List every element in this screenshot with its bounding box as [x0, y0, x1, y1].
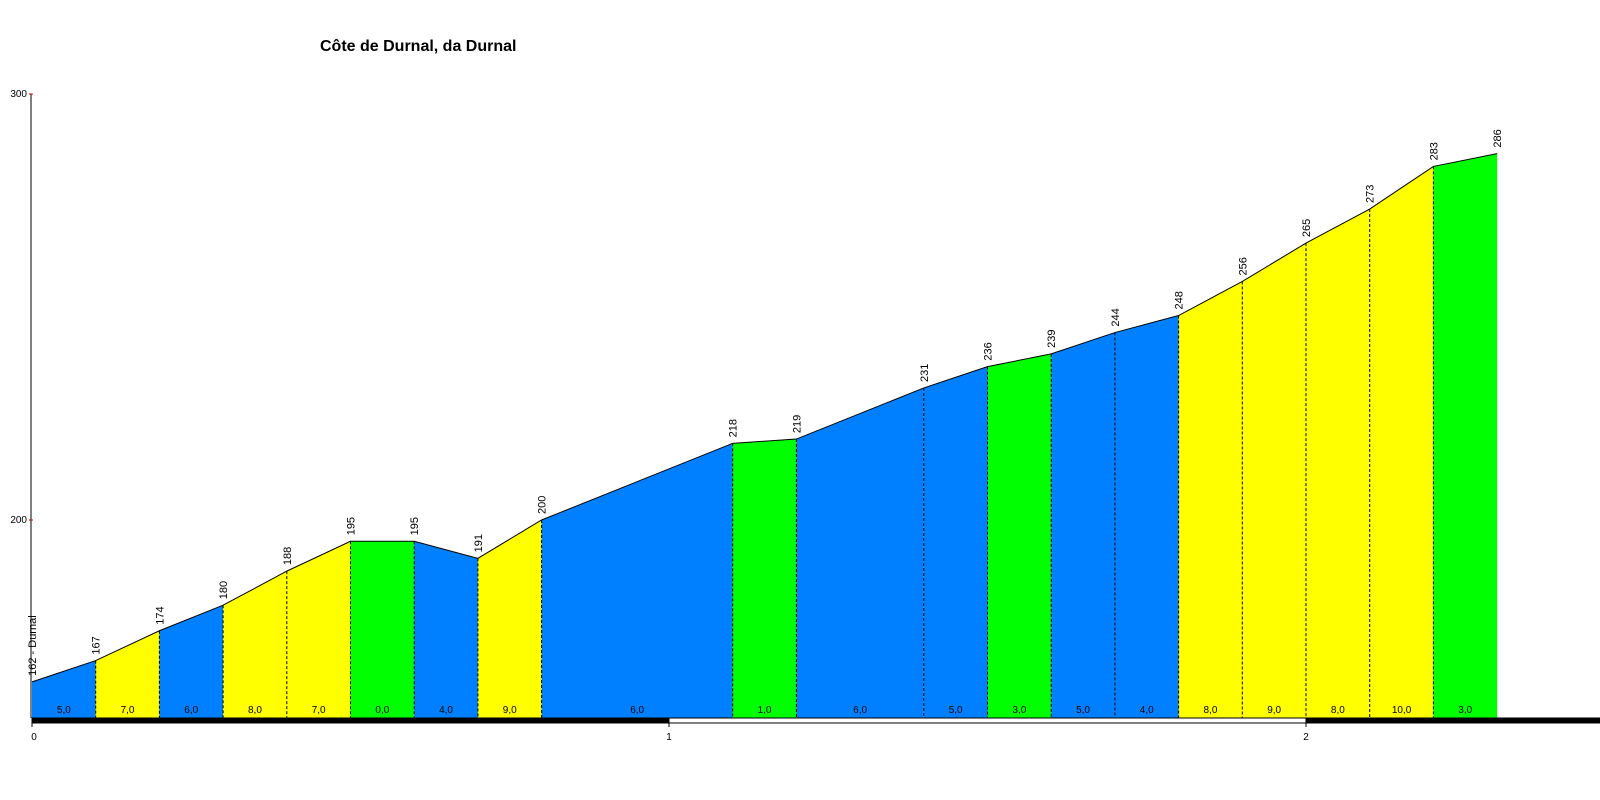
elevation-label: 248 — [1174, 291, 1186, 309]
gradient-label: 6,0 — [853, 705, 867, 716]
gradient-label: 3,0 — [1012, 705, 1026, 716]
elevation-label: 265 — [1301, 219, 1313, 237]
elevation-labels: 162 - Durnal 167 174 180 188 195 195 191 200 218 2… — [27, 129, 1504, 676]
elevation-label: 167 — [91, 636, 103, 654]
gradient-label: 6,0 — [184, 705, 198, 716]
gradient-segment — [1242, 243, 1306, 718]
elevation-label: 236 — [983, 342, 995, 360]
elevation-label: 231 — [919, 364, 931, 382]
gradient-segment — [1114, 315, 1179, 718]
profile-outline — [31, 153, 1498, 683]
distance-scale-bar — [668, 717, 1307, 724]
elevation-label: 180 — [218, 581, 230, 599]
gradient-label: 7,0 — [312, 705, 326, 716]
gradient-segment — [1178, 281, 1243, 718]
elevation-label: 283 — [1428, 142, 1440, 160]
gradient-label: 10,0 — [1392, 705, 1412, 716]
x-tick-label: 0 — [31, 732, 37, 743]
elevation-label: 256 — [1237, 257, 1249, 275]
gradient-label: 5,0 — [949, 705, 963, 716]
gradient-label: 8,0 — [1203, 705, 1217, 716]
elevation-label: 195 — [346, 517, 358, 535]
elevation-label: 239 — [1046, 330, 1058, 348]
elevation-label: 273 — [1365, 185, 1377, 203]
elevation-label: 286 — [1492, 129, 1504, 147]
elevation-label: 200 — [537, 496, 549, 514]
y-tick-label: 300 — [10, 89, 27, 100]
elevation-label: 162 - Durnal — [27, 615, 39, 676]
gradient-label: 6,0 — [630, 705, 644, 716]
gradient-segment — [1051, 332, 1115, 718]
elevation-label: 195 — [409, 517, 421, 535]
gradient-label: 0,0 — [375, 705, 389, 716]
gradient-segment — [95, 630, 160, 718]
gradient-segment — [796, 387, 924, 718]
gradient-segment — [1306, 209, 1370, 718]
gradient-label: 9,0 — [1267, 705, 1281, 716]
distance-scale-bar — [31, 717, 670, 724]
axes: 200 300 0 1 2 — [10, 89, 1600, 743]
chart-title: Côte de Durnal, da Durnal — [320, 38, 517, 55]
gradient-label: 3,0 — [1458, 705, 1472, 716]
gradient-label: 1,0 — [758, 705, 772, 716]
gradient-label: 5,0 — [57, 705, 71, 716]
gradient-segment — [923, 366, 988, 718]
distance-scale-bar — [1305, 717, 1600, 724]
gradient-segment — [350, 541, 415, 718]
elevation-label: 219 — [791, 415, 803, 433]
elevation-label: 188 — [282, 547, 294, 565]
gradient-labels: 5,0 7,0 6,0 8,0 7,0 0,0 4,0 9,0 6,0 1,0 6,0 5,0 3,0 5… — [57, 705, 1473, 716]
gradient-label: 4,0 — [439, 705, 453, 716]
segment-dividers — [95, 166, 1434, 718]
gradient-segment — [541, 443, 733, 718]
gradient-label: 7,0 — [121, 705, 135, 716]
gradient-label: 4,0 — [1140, 705, 1154, 716]
elevation-label: 218 — [728, 419, 740, 437]
elevation-label: 244 — [1110, 308, 1122, 326]
x-tick-label: 1 — [666, 732, 672, 743]
y-tick-label: 200 — [10, 515, 27, 526]
gradient-label: 9,0 — [503, 705, 517, 716]
gradient-label: 8,0 — [248, 705, 262, 716]
elevation-label: 191 — [473, 534, 485, 552]
gradient-label: 8,0 — [1331, 705, 1345, 716]
gradient-segment — [987, 353, 1052, 718]
x-tick-label: 2 — [1303, 732, 1309, 743]
profile-line — [31, 153, 1498, 683]
gradient-segments — [32, 153, 1498, 719]
gradient-segment — [477, 520, 542, 718]
elevation-label: 174 — [154, 606, 166, 624]
gradient-segment — [732, 439, 797, 718]
gradient-segment — [286, 541, 351, 718]
gradient-segment — [414, 541, 478, 718]
gradient-segment — [1433, 153, 1498, 718]
gradient-segment — [32, 660, 96, 718]
gradient-segment — [223, 571, 287, 718]
gradient-segment — [159, 605, 224, 718]
gradient-segment — [1369, 166, 1434, 719]
gradient-label: 5,0 — [1076, 705, 1090, 716]
